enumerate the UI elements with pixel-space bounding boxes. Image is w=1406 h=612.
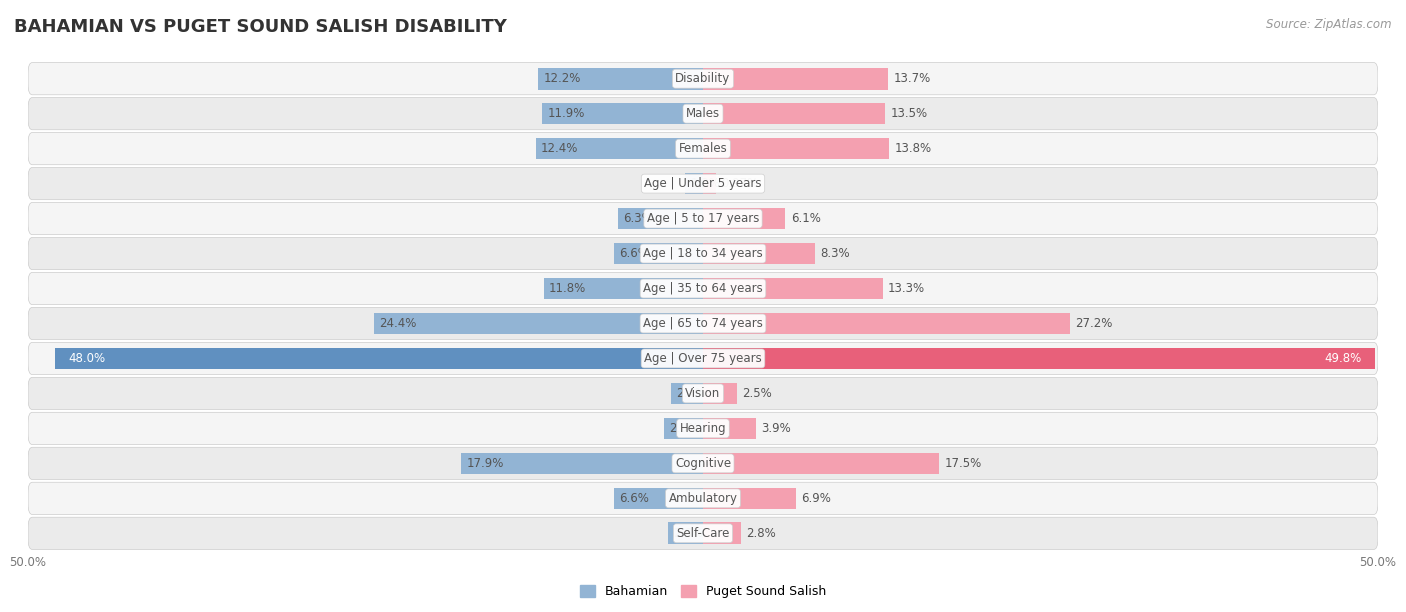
FancyBboxPatch shape bbox=[28, 168, 1378, 200]
Bar bbox=[703, 278, 883, 299]
Legend: Bahamian, Puget Sound Salish: Bahamian, Puget Sound Salish bbox=[575, 580, 831, 603]
Text: Males: Males bbox=[686, 107, 720, 120]
Text: Self-Care: Self-Care bbox=[676, 527, 730, 540]
Bar bbox=[703, 488, 796, 509]
Text: 11.9%: 11.9% bbox=[548, 107, 585, 120]
Text: Females: Females bbox=[679, 142, 727, 155]
Text: Disability: Disability bbox=[675, 72, 731, 85]
FancyBboxPatch shape bbox=[28, 482, 1378, 515]
Text: 48.0%: 48.0% bbox=[69, 352, 105, 365]
Text: 2.5%: 2.5% bbox=[742, 387, 772, 400]
Text: 27.2%: 27.2% bbox=[1076, 317, 1114, 330]
FancyBboxPatch shape bbox=[28, 203, 1378, 234]
Bar bbox=[374, 313, 703, 334]
Text: 17.9%: 17.9% bbox=[467, 457, 505, 470]
FancyBboxPatch shape bbox=[28, 342, 1378, 375]
Text: Age | Under 5 years: Age | Under 5 years bbox=[644, 177, 762, 190]
Bar bbox=[703, 348, 1375, 369]
FancyBboxPatch shape bbox=[28, 133, 1378, 165]
Text: BAHAMIAN VS PUGET SOUND SALISH DISABILITY: BAHAMIAN VS PUGET SOUND SALISH DISABILIT… bbox=[14, 18, 508, 36]
Text: Age | 65 to 74 years: Age | 65 to 74 years bbox=[643, 317, 763, 330]
Bar bbox=[703, 523, 741, 544]
Bar bbox=[703, 68, 889, 89]
Bar bbox=[703, 103, 886, 124]
FancyBboxPatch shape bbox=[28, 447, 1378, 479]
Bar bbox=[619, 207, 703, 230]
FancyBboxPatch shape bbox=[28, 237, 1378, 270]
Bar bbox=[703, 243, 815, 264]
Bar bbox=[703, 313, 1070, 334]
Bar bbox=[461, 452, 703, 474]
Bar bbox=[703, 138, 889, 160]
Text: 6.3%: 6.3% bbox=[623, 212, 654, 225]
FancyBboxPatch shape bbox=[28, 272, 1378, 305]
Bar bbox=[614, 243, 703, 264]
Text: Age | 18 to 34 years: Age | 18 to 34 years bbox=[643, 247, 763, 260]
Text: 12.4%: 12.4% bbox=[541, 142, 578, 155]
Text: 11.8%: 11.8% bbox=[550, 282, 586, 295]
Text: 2.8%: 2.8% bbox=[747, 527, 776, 540]
FancyBboxPatch shape bbox=[28, 62, 1378, 95]
Text: Age | Over 75 years: Age | Over 75 years bbox=[644, 352, 762, 365]
Text: 6.6%: 6.6% bbox=[619, 247, 650, 260]
Text: 8.3%: 8.3% bbox=[821, 247, 851, 260]
Bar bbox=[703, 417, 755, 439]
Bar bbox=[538, 68, 703, 89]
FancyBboxPatch shape bbox=[28, 378, 1378, 409]
Text: 13.5%: 13.5% bbox=[890, 107, 928, 120]
Bar bbox=[614, 488, 703, 509]
FancyBboxPatch shape bbox=[28, 97, 1378, 130]
Text: Age | 35 to 64 years: Age | 35 to 64 years bbox=[643, 282, 763, 295]
Bar bbox=[664, 417, 703, 439]
Text: 13.3%: 13.3% bbox=[889, 282, 925, 295]
Text: 0.97%: 0.97% bbox=[721, 177, 759, 190]
Bar bbox=[703, 452, 939, 474]
Text: 2.9%: 2.9% bbox=[669, 422, 699, 435]
Bar bbox=[703, 173, 716, 195]
Text: Source: ZipAtlas.com: Source: ZipAtlas.com bbox=[1267, 18, 1392, 31]
Bar bbox=[703, 207, 786, 230]
Text: 17.5%: 17.5% bbox=[945, 457, 981, 470]
Bar bbox=[544, 278, 703, 299]
Text: 6.1%: 6.1% bbox=[790, 212, 821, 225]
FancyBboxPatch shape bbox=[28, 412, 1378, 444]
Bar bbox=[55, 348, 703, 369]
Bar bbox=[703, 382, 737, 405]
Text: 13.7%: 13.7% bbox=[893, 72, 931, 85]
Text: 2.6%: 2.6% bbox=[673, 527, 703, 540]
Text: 13.8%: 13.8% bbox=[894, 142, 932, 155]
Text: Cognitive: Cognitive bbox=[675, 457, 731, 470]
Text: Age | 5 to 17 years: Age | 5 to 17 years bbox=[647, 212, 759, 225]
Text: 3.9%: 3.9% bbox=[761, 422, 790, 435]
Text: 24.4%: 24.4% bbox=[380, 317, 416, 330]
Bar bbox=[668, 523, 703, 544]
Text: 12.2%: 12.2% bbox=[544, 72, 581, 85]
Bar bbox=[543, 103, 703, 124]
Text: Vision: Vision bbox=[685, 387, 721, 400]
Text: Ambulatory: Ambulatory bbox=[668, 492, 738, 505]
Text: 6.9%: 6.9% bbox=[801, 492, 831, 505]
Bar bbox=[671, 382, 703, 405]
FancyBboxPatch shape bbox=[28, 307, 1378, 340]
Text: 6.6%: 6.6% bbox=[619, 492, 650, 505]
Text: Hearing: Hearing bbox=[679, 422, 727, 435]
FancyBboxPatch shape bbox=[28, 517, 1378, 550]
Bar bbox=[686, 173, 703, 195]
Text: 2.4%: 2.4% bbox=[676, 387, 706, 400]
Text: 1.3%: 1.3% bbox=[690, 177, 721, 190]
Text: 49.8%: 49.8% bbox=[1324, 352, 1361, 365]
Bar bbox=[536, 138, 703, 160]
